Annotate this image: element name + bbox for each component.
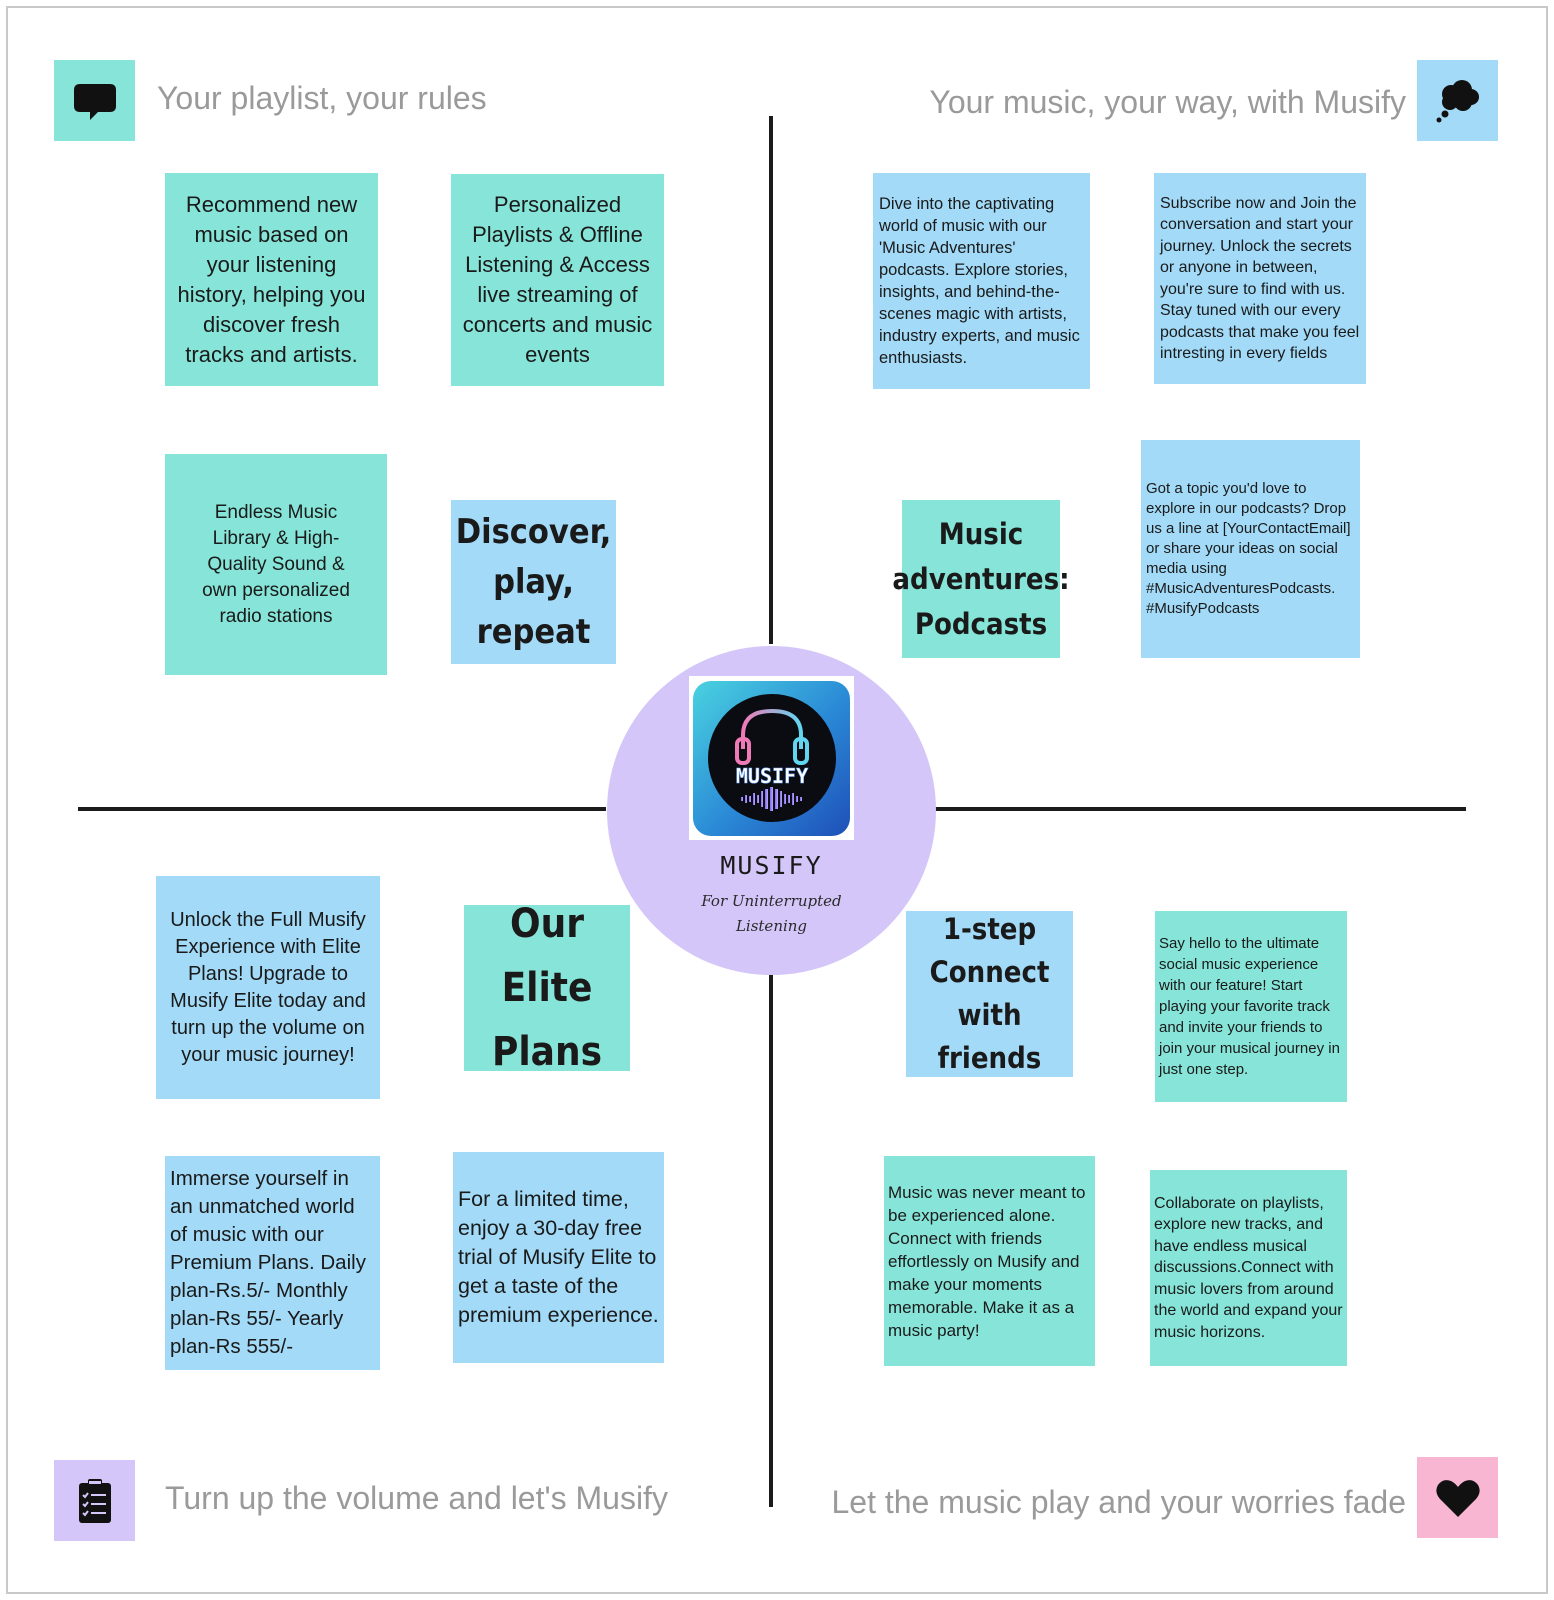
note-endless: Endless Music Library & High-Quality Sou… (165, 454, 387, 675)
horizontal-axis-left (78, 807, 606, 811)
note-connect-title: 1-step Connect with friends (906, 911, 1073, 1077)
center-subtitle: For Uninterrupted Listening (701, 892, 842, 935)
note-unlock: Unlock the Full Musify Experience with E… (156, 876, 380, 1099)
note-podcasts-title-text: Music adventures: Podcasts (892, 516, 1070, 641)
note-topic: Got a topic you'd love to explore in our… (1141, 440, 1360, 658)
note-dive-text: Dive into the captivating world of music… (879, 195, 1080, 367)
note-connect-title-text: 1-step Connect with friends (929, 912, 1050, 1075)
logo-wordmark: MUSIFY (735, 764, 807, 788)
musify-logo-tile: MUSIFY (693, 680, 850, 836)
note-personalized-text: Personalized Playlists & Offline Listeni… (462, 192, 653, 367)
note-collaborate: Collaborate on playlists, explore new tr… (1150, 1170, 1347, 1366)
note-elite-title: Our Elite Plans (464, 901, 630, 1075)
note-immerse-text: Immerse yourself in an unmatched world o… (170, 1167, 366, 1358)
note-say-hello: Say hello to the ultimate social music e… (1155, 911, 1347, 1102)
headphones-icon (734, 708, 809, 765)
heading-top-right: Your music, your way, with Musify (929, 84, 1406, 120)
heading-bottom-left: Turn up the volume and let's Musify (165, 1480, 668, 1516)
board-frame (6, 6, 1548, 1594)
note-endless-text: Endless Music Library & High-Quality Sou… (202, 501, 350, 627)
note-elite-title-text: Our Elite Plans (491, 901, 603, 1075)
note-recommend: Recommend new music based on your listen… (165, 173, 378, 386)
note-never-alone-text: Music was never meant to be experienced … (888, 1182, 1086, 1340)
note-personalized: Personalized Playlists & Offline Listeni… (451, 174, 664, 386)
note-trial-text: For a limited time, enjoy a 30-day free … (458, 1187, 659, 1327)
vertical-axis-bottom (769, 972, 773, 1507)
heading-top-left: Your playlist, your rules (157, 80, 487, 116)
note-discover-text: Discover, play, repeat (455, 512, 612, 652)
note-say-hello-text: Say hello to the ultimate social music e… (1159, 935, 1340, 1078)
note-dive: Dive into the captivating world of music… (873, 173, 1090, 389)
note-never-alone: Music was never meant to be experienced … (884, 1156, 1095, 1366)
note-collaborate-text: Collaborate on playlists, explore new tr… (1154, 1194, 1343, 1341)
clipboard-checklist-icon (54, 1460, 135, 1541)
musify-logo: MUSIFY (689, 676, 854, 840)
note-immerse: Immerse yourself in an unmatched world o… (165, 1156, 380, 1370)
heading-bottom-right: Let the music play and your worries fade (831, 1484, 1406, 1520)
note-unlock-text: Unlock the Full Musify Experience with E… (170, 908, 366, 1066)
note-topic-text: Got a topic you'd love to explore in our… (1146, 480, 1351, 617)
note-discover: Discover, play, repeat (451, 500, 616, 664)
sound-wave-icon (740, 787, 802, 811)
thought-bubble-icon (1417, 60, 1498, 141)
speech-bubble-icon (54, 60, 135, 141)
center-title: MUSIFY (720, 851, 823, 880)
note-trial: For a limited time, enjoy a 30-day free … (453, 1152, 664, 1363)
note-subscribe-text: Subscribe now and Join the conversation … (1160, 194, 1360, 363)
note-recommend-text: Recommend new music based on your listen… (177, 191, 366, 367)
horizontal-axis-right (935, 807, 1466, 811)
vertical-axis-top (769, 116, 773, 644)
heart-icon (1417, 1457, 1498, 1538)
note-subscribe: Subscribe now and Join the conversation … (1154, 173, 1366, 384)
note-podcasts-title: Music adventures: Podcasts (892, 500, 1070, 658)
